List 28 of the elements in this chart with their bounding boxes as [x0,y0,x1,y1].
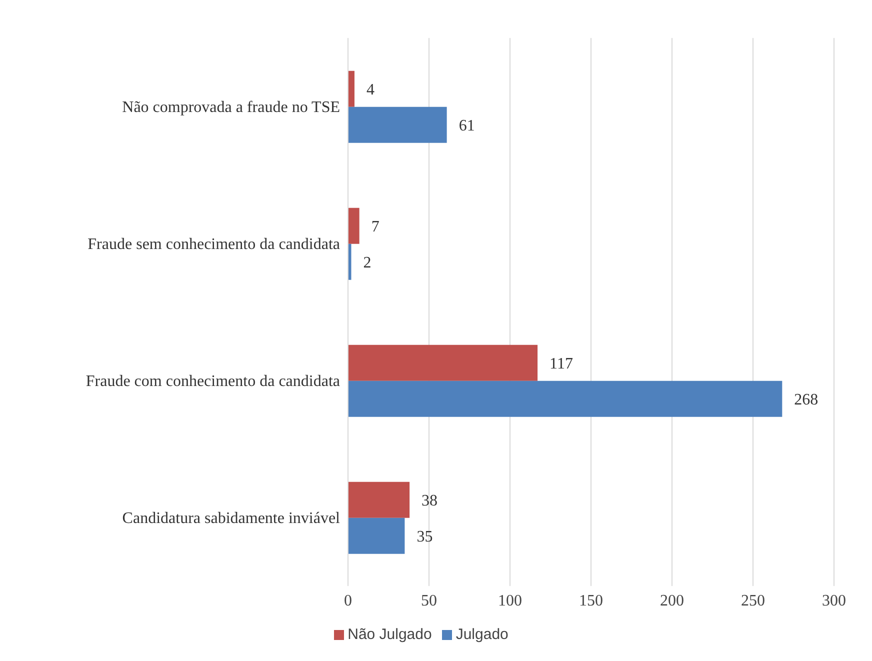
bar [348,344,538,381]
y-tick-label: Fraude sem conhecimento da candidata [88,236,340,254]
x-tick-label: 0 [344,592,352,610]
x-tick-label: 250 [741,592,765,610]
data-label: 7 [371,218,380,236]
y-tick-label: Fraude com conhecimento da candidata [86,373,340,390]
data-label: 61 [458,118,475,135]
data-label: 35 [416,528,433,546]
data-label: 268 [794,392,818,409]
x-tick-label: 100 [498,592,522,610]
data-label: 4 [366,82,374,99]
bar [348,518,405,554]
x-tick-label: 50 [421,592,437,610]
y-tick-label: Candidatura sabidamente inviável [122,510,341,528]
data-label: 117 [550,356,573,373]
bar [348,482,410,518]
legend-label: Julgado [456,626,508,643]
x-tick-label: 150 [579,592,603,610]
legend-label: Não Julgado [348,626,432,643]
bar [348,106,447,143]
data-label: 2 [363,254,372,272]
x-tick-label: 200 [660,592,684,610]
bar [348,70,354,107]
data-label: 38 [422,492,438,510]
bar [348,380,782,417]
bar [348,208,360,244]
x-tick-label: 300 [822,592,846,610]
y-tick-label: Não comprovada a fraude no TSE [122,99,340,116]
